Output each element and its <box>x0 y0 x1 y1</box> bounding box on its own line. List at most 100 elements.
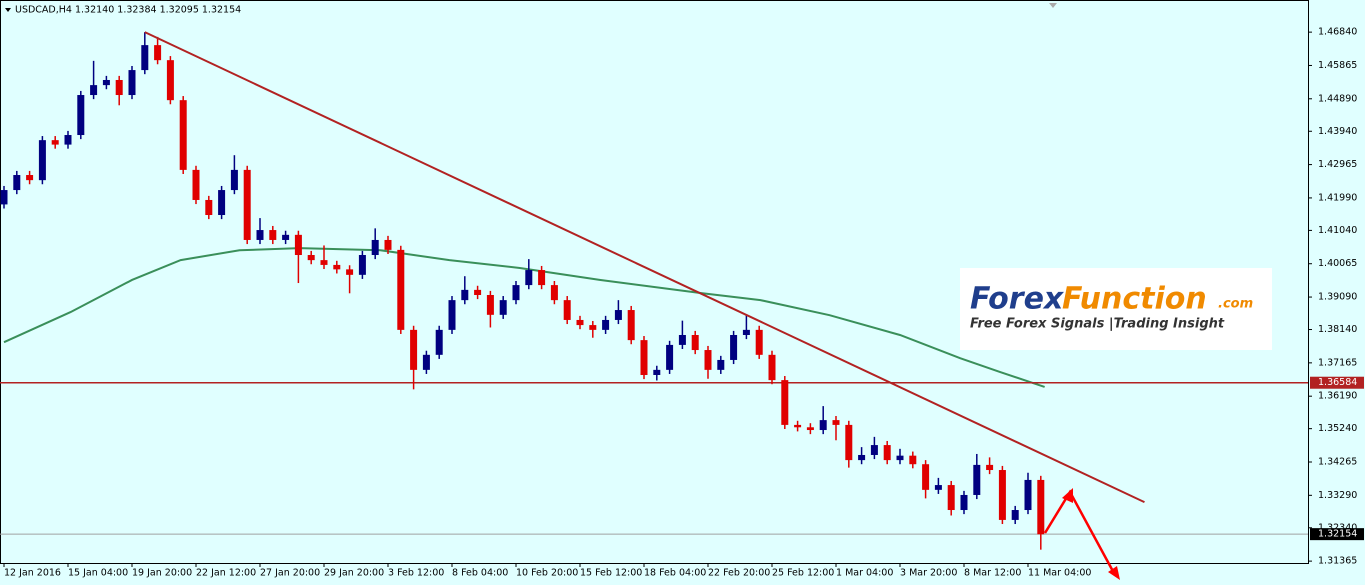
y-tick-label: 1.35240 <box>1318 423 1357 434</box>
candle-body <box>960 494 968 511</box>
last-price-tag <box>1310 528 1364 541</box>
candle-body <box>550 285 558 301</box>
y-tick-label: 1.38140 <box>1318 324 1357 335</box>
candle-body <box>282 234 290 240</box>
candle-body <box>806 427 814 431</box>
candle-body <box>845 424 853 461</box>
x-tick-label: 12 Jan 2016 <box>4 568 61 579</box>
candle-body <box>589 325 597 330</box>
candle-body <box>141 45 149 71</box>
x-tick-label: 10 Feb 20:00 <box>516 568 578 579</box>
candle-body <box>909 455 917 465</box>
candle-body <box>474 289 482 296</box>
candle-body <box>320 260 328 265</box>
candle-body <box>794 424 802 428</box>
menu-arrow <box>5 8 11 12</box>
moving-average <box>3 247 1045 388</box>
candle-body <box>384 239 392 250</box>
candle-body <box>870 445 878 455</box>
candle-body <box>704 350 712 370</box>
candle-body <box>461 289 469 301</box>
candle-body <box>525 270 533 286</box>
candle-body <box>448 300 456 330</box>
candle-body <box>781 380 789 425</box>
candle-body <box>128 70 136 96</box>
candle-body <box>154 45 162 61</box>
candle-body <box>653 369 661 375</box>
candle-body <box>691 334 699 351</box>
candle-body <box>38 140 46 181</box>
chart-header: USDCAD,H4 1.32140 1.32384 1.32095 1.3215… <box>15 5 241 16</box>
candle-body <box>666 344 674 370</box>
brand-b: Function <box>1062 282 1207 317</box>
candle-body <box>26 175 34 181</box>
candle-body <box>832 420 840 425</box>
brand-c: .com <box>1218 297 1253 312</box>
candle-body <box>13 175 21 191</box>
y-tick-label: 1.32340 <box>1318 522 1357 533</box>
candle-body <box>538 270 546 286</box>
candle-body <box>77 95 85 136</box>
y-tick-label: 1.42965 <box>1318 159 1357 170</box>
candle-body <box>627 310 635 341</box>
candle-body <box>602 319 610 330</box>
x-tick-label: 8 Feb 04:00 <box>452 568 508 579</box>
y-tick-label: 1.36190 <box>1318 391 1357 402</box>
hline-tag-label: 1.36584 <box>1318 377 1357 388</box>
candle-body <box>1011 510 1019 520</box>
plot-layer: 1.46840 1.45865 1.44890 1.43940 1.42965 1.419… <box>0 27 1357 579</box>
candle-body <box>269 230 277 240</box>
candle-body <box>640 340 648 375</box>
x-tick-label: 15 Jan 04:00 <box>68 568 128 579</box>
candle-body <box>218 190 226 216</box>
x-tick-label: 15 Feb 12:00 <box>580 568 642 579</box>
candle-body <box>333 264 341 270</box>
candle-body <box>986 464 994 471</box>
brand-a: Forex <box>970 282 1065 317</box>
candle-body <box>192 169 200 200</box>
candle-body <box>576 319 584 326</box>
candle-body <box>512 285 520 301</box>
candle-body <box>922 464 930 490</box>
tagline: Free Forex Signals |Trading Insight <box>970 317 1225 332</box>
candle-body <box>166 60 174 101</box>
candle-body <box>422 354 430 370</box>
hline-tag <box>1310 376 1364 389</box>
candle-body <box>858 454 866 461</box>
y-tick-label: 1.44890 <box>1318 93 1357 104</box>
candle-body <box>115 79 123 96</box>
candle-body <box>499 300 507 315</box>
candle-body <box>90 85 98 96</box>
candle-body <box>346 269 354 275</box>
y-tick-label: 1.40065 <box>1318 258 1357 269</box>
candle-body <box>614 310 622 320</box>
y-tick-label: 1.46840 <box>1318 27 1357 38</box>
candle-body <box>563 300 571 320</box>
candle-body <box>1024 479 1032 511</box>
x-tick-label: 22 Feb 20:00 <box>708 568 770 579</box>
candle-body <box>896 455 904 461</box>
y-tick-label: 1.41040 <box>1318 225 1357 236</box>
x-tick-label: 29 Jan 20:00 <box>324 568 384 579</box>
candle-body <box>755 329 763 355</box>
candle-body <box>819 420 827 431</box>
trendline <box>144 31 1145 504</box>
candle-body <box>243 169 251 240</box>
x-tick-label: 3 Mar 20:00 <box>900 568 957 579</box>
x-tick-label: 1 Mar 04:00 <box>836 568 893 579</box>
watermark-box <box>960 268 1272 350</box>
x-tick-label: 3 Feb 12:00 <box>388 568 444 579</box>
candle-body <box>934 485 942 490</box>
candle-body <box>102 79 110 86</box>
candle-body <box>307 255 315 261</box>
x-tick-label: 27 Jan 20:00 <box>260 568 320 579</box>
candle-body <box>410 329 418 370</box>
candle-body <box>256 230 264 240</box>
y-tick-label: 1.37165 <box>1318 357 1357 368</box>
candle-body <box>1037 479 1045 535</box>
y-tick-label: 1.45865 <box>1318 60 1357 71</box>
candle-body <box>678 334 686 345</box>
plot-frame <box>0 0 1309 564</box>
last-price-label: 1.32154 <box>1318 529 1357 540</box>
